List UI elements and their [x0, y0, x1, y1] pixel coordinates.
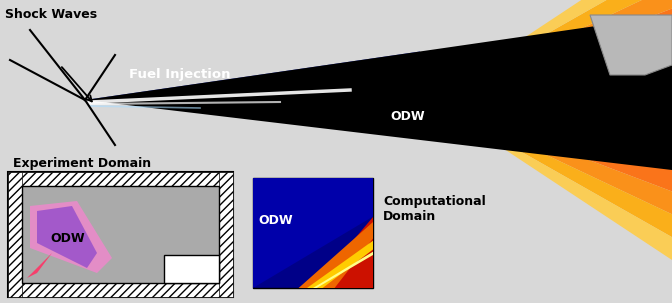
Polygon shape	[253, 178, 373, 288]
Bar	[8, 172, 233, 297]
Bar	[253, 178, 373, 288]
Polygon shape	[430, 32, 672, 100]
Polygon shape	[85, 58, 420, 100]
Polygon shape	[313, 217, 373, 288]
Text: Fuel Injection: Fuel Injection	[129, 68, 230, 81]
Bar	[219, 172, 233, 297]
Text: Computational
Domain: Computational Domain	[383, 195, 486, 223]
Polygon shape	[430, 100, 672, 123]
Polygon shape	[430, 100, 672, 146]
Polygon shape	[30, 201, 112, 273]
Polygon shape	[85, 52, 420, 100]
Polygon shape	[307, 241, 373, 288]
Polygon shape	[590, 15, 672, 75]
Bar	[164, 255, 219, 283]
Polygon shape	[85, 79, 420, 100]
Polygon shape	[430, 54, 672, 100]
Polygon shape	[430, 8, 672, 100]
Polygon shape	[430, 100, 672, 214]
Polygon shape	[430, 100, 672, 168]
Text: ODW: ODW	[390, 110, 425, 123]
Text: Shock Waves: Shock Waves	[5, 8, 97, 21]
Polygon shape	[85, 65, 420, 100]
Polygon shape	[37, 206, 97, 268]
Bar	[8, 172, 22, 297]
Polygon shape	[430, 100, 672, 191]
Polygon shape	[430, 0, 672, 100]
Polygon shape	[313, 252, 373, 288]
Polygon shape	[85, 72, 420, 100]
Polygon shape	[430, 100, 672, 260]
Text: Experiment Domain: Experiment Domain	[13, 157, 151, 170]
Polygon shape	[430, 100, 672, 237]
Polygon shape	[85, 15, 672, 170]
Text: ODW: ODW	[258, 214, 292, 227]
Text: ODW: ODW	[50, 232, 85, 245]
Polygon shape	[430, 0, 672, 100]
Polygon shape	[27, 253, 52, 278]
Polygon shape	[430, 0, 672, 100]
Bar	[22, 186, 219, 283]
Polygon shape	[85, 86, 420, 100]
Bar	[8, 172, 233, 186]
Polygon shape	[85, 93, 420, 100]
Polygon shape	[298, 222, 373, 288]
Bar	[8, 283, 233, 297]
Polygon shape	[430, 77, 672, 100]
